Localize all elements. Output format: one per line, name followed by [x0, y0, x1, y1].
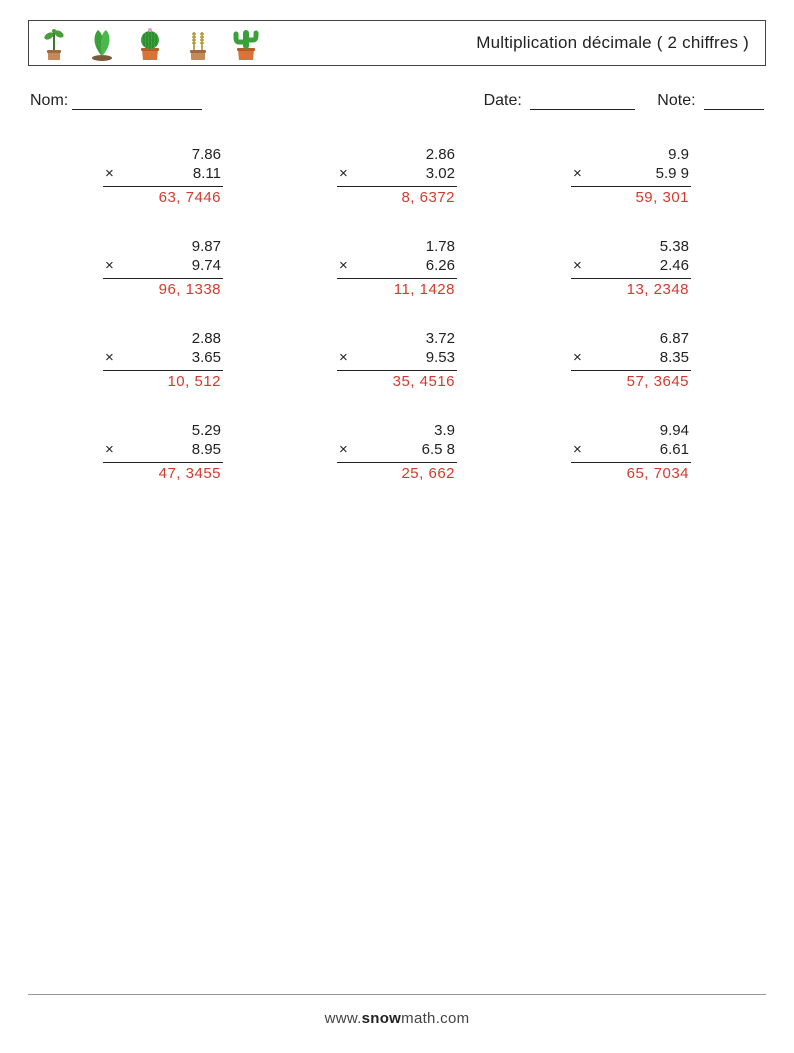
name-label: Nom:: [30, 92, 68, 110]
answer: 8, 6372: [337, 187, 457, 208]
multiply-sign: ×: [573, 165, 587, 182]
meta-row: Nom: Date: Note:: [30, 92, 764, 110]
operand-top: 3.9: [337, 422, 457, 441]
operand-bottom: 6.61: [587, 441, 689, 458]
operand-bottom-row: ×3.65: [103, 349, 223, 368]
operand-bottom-row: ×3.02: [337, 165, 457, 184]
answer: 59, 301: [571, 187, 691, 208]
operand-bottom: 8.95: [119, 441, 221, 458]
operand-top: 6.87: [571, 330, 691, 349]
operand-bottom-row: ×6.5 8: [337, 441, 457, 460]
date-label: Date:: [484, 92, 522, 109]
problem: 7.86×8.11 63, 7446: [46, 146, 280, 208]
header-icons: [35, 24, 265, 62]
operand-bottom-row: ×5.9 9: [571, 165, 691, 184]
operand-top: 2.86: [337, 146, 457, 165]
header-box: Multiplication décimale ( 2 chiffres ): [28, 20, 766, 66]
multiply-sign: ×: [339, 349, 353, 366]
multiply-sign: ×: [339, 441, 353, 458]
multiply-sign: ×: [573, 257, 587, 274]
answer: 11, 1428: [337, 279, 457, 300]
problem: 3.9×6.5 8 25, 662: [280, 422, 514, 484]
plant-sprout-icon: [35, 24, 73, 62]
operand-bottom: 9.53: [353, 349, 455, 366]
cactus-tall-icon: [227, 24, 265, 62]
operand-bottom-row: ×8.35: [571, 349, 691, 368]
operand-bottom: 3.65: [119, 349, 221, 366]
operand-top: 2.88: [103, 330, 223, 349]
operand-bottom-row: ×9.74: [103, 257, 223, 276]
answer: 65, 7034: [571, 463, 691, 484]
operand-bottom: 3.02: [353, 165, 455, 182]
problem: 5.38×2.46 13, 2348: [514, 238, 748, 300]
operand-bottom: 6.26: [353, 257, 455, 274]
problem: 9.94×6.61 65, 7034: [514, 422, 748, 484]
answer: 13, 2348: [571, 279, 691, 300]
multiply-sign: ×: [573, 349, 587, 366]
operand-bottom: 8.11: [119, 165, 221, 182]
footer-rule: [28, 994, 766, 995]
answer: 10, 512: [103, 371, 223, 392]
answer: 35, 4516: [337, 371, 457, 392]
date-blank: [530, 93, 635, 110]
operand-top: 1.78: [337, 238, 457, 257]
answer: 57, 3645: [571, 371, 691, 392]
footer-suffix: math.com: [401, 1010, 469, 1027]
multiply-sign: ×: [105, 441, 119, 458]
operand-bottom-row: ×8.95: [103, 441, 223, 460]
operand-top: 5.29: [103, 422, 223, 441]
answer: 25, 662: [337, 463, 457, 484]
operand-bottom-row: ×9.53: [337, 349, 457, 368]
multiply-sign: ×: [339, 257, 353, 274]
wheat-stalks-icon: [179, 24, 217, 62]
operand-top: 5.38: [571, 238, 691, 257]
problem: 5.29×8.95 47, 3455: [46, 422, 280, 484]
answer: 96, 1338: [103, 279, 223, 300]
name-blank: [72, 93, 202, 110]
footer: www.snowmath.com: [0, 1010, 794, 1027]
multiply-sign: ×: [105, 165, 119, 182]
problem: 1.78×6.26 11, 1428: [280, 238, 514, 300]
operand-bottom-row: ×6.26: [337, 257, 457, 276]
operand-top: 3.72: [337, 330, 457, 349]
operand-bottom-row: ×2.46: [571, 257, 691, 276]
multiply-sign: ×: [105, 349, 119, 366]
operand-bottom-row: ×8.11: [103, 165, 223, 184]
answer: 47, 3455: [103, 463, 223, 484]
footer-prefix: www.: [325, 1010, 362, 1027]
operand-bottom: 8.35: [587, 349, 689, 366]
problem: 2.86×3.02 8, 6372: [280, 146, 514, 208]
operand-bottom: 5.9 9: [587, 165, 689, 182]
worksheet-page: Multiplication décimale ( 2 chiffres ) N…: [0, 0, 794, 1053]
answer: 63, 7446: [103, 187, 223, 208]
operand-bottom: 9.74: [119, 257, 221, 274]
problem: 9.87×9.74 96, 1338: [46, 238, 280, 300]
operand-bottom: 2.46: [587, 257, 689, 274]
note-blank: [704, 93, 764, 110]
footer-bold: snow: [362, 1010, 402, 1027]
problem: 3.72×9.53 35, 4516: [280, 330, 514, 392]
operand-bottom-row: ×6.61: [571, 441, 691, 460]
operand-top: 7.86: [103, 146, 223, 165]
multiply-sign: ×: [339, 165, 353, 182]
multiply-sign: ×: [105, 257, 119, 274]
note-label: Note:: [657, 92, 695, 109]
worksheet-title: Multiplication décimale ( 2 chiffres ): [476, 33, 755, 53]
operand-bottom: 6.5 8: [353, 441, 455, 458]
problem: 9.9×5.9 9 59, 301: [514, 146, 748, 208]
operand-top: 9.94: [571, 422, 691, 441]
plant-leaf-icon: [83, 24, 121, 62]
operand-top: 9.87: [103, 238, 223, 257]
operand-top: 9.9: [571, 146, 691, 165]
problem: 6.87×8.35 57, 3645: [514, 330, 748, 392]
multiply-sign: ×: [573, 441, 587, 458]
problems-grid: 7.86×8.1163, 74462.86×3.028, 63729.9×5.9…: [28, 146, 766, 484]
problem: 2.88×3.65 10, 512: [46, 330, 280, 392]
cactus-round-icon: [131, 24, 169, 62]
